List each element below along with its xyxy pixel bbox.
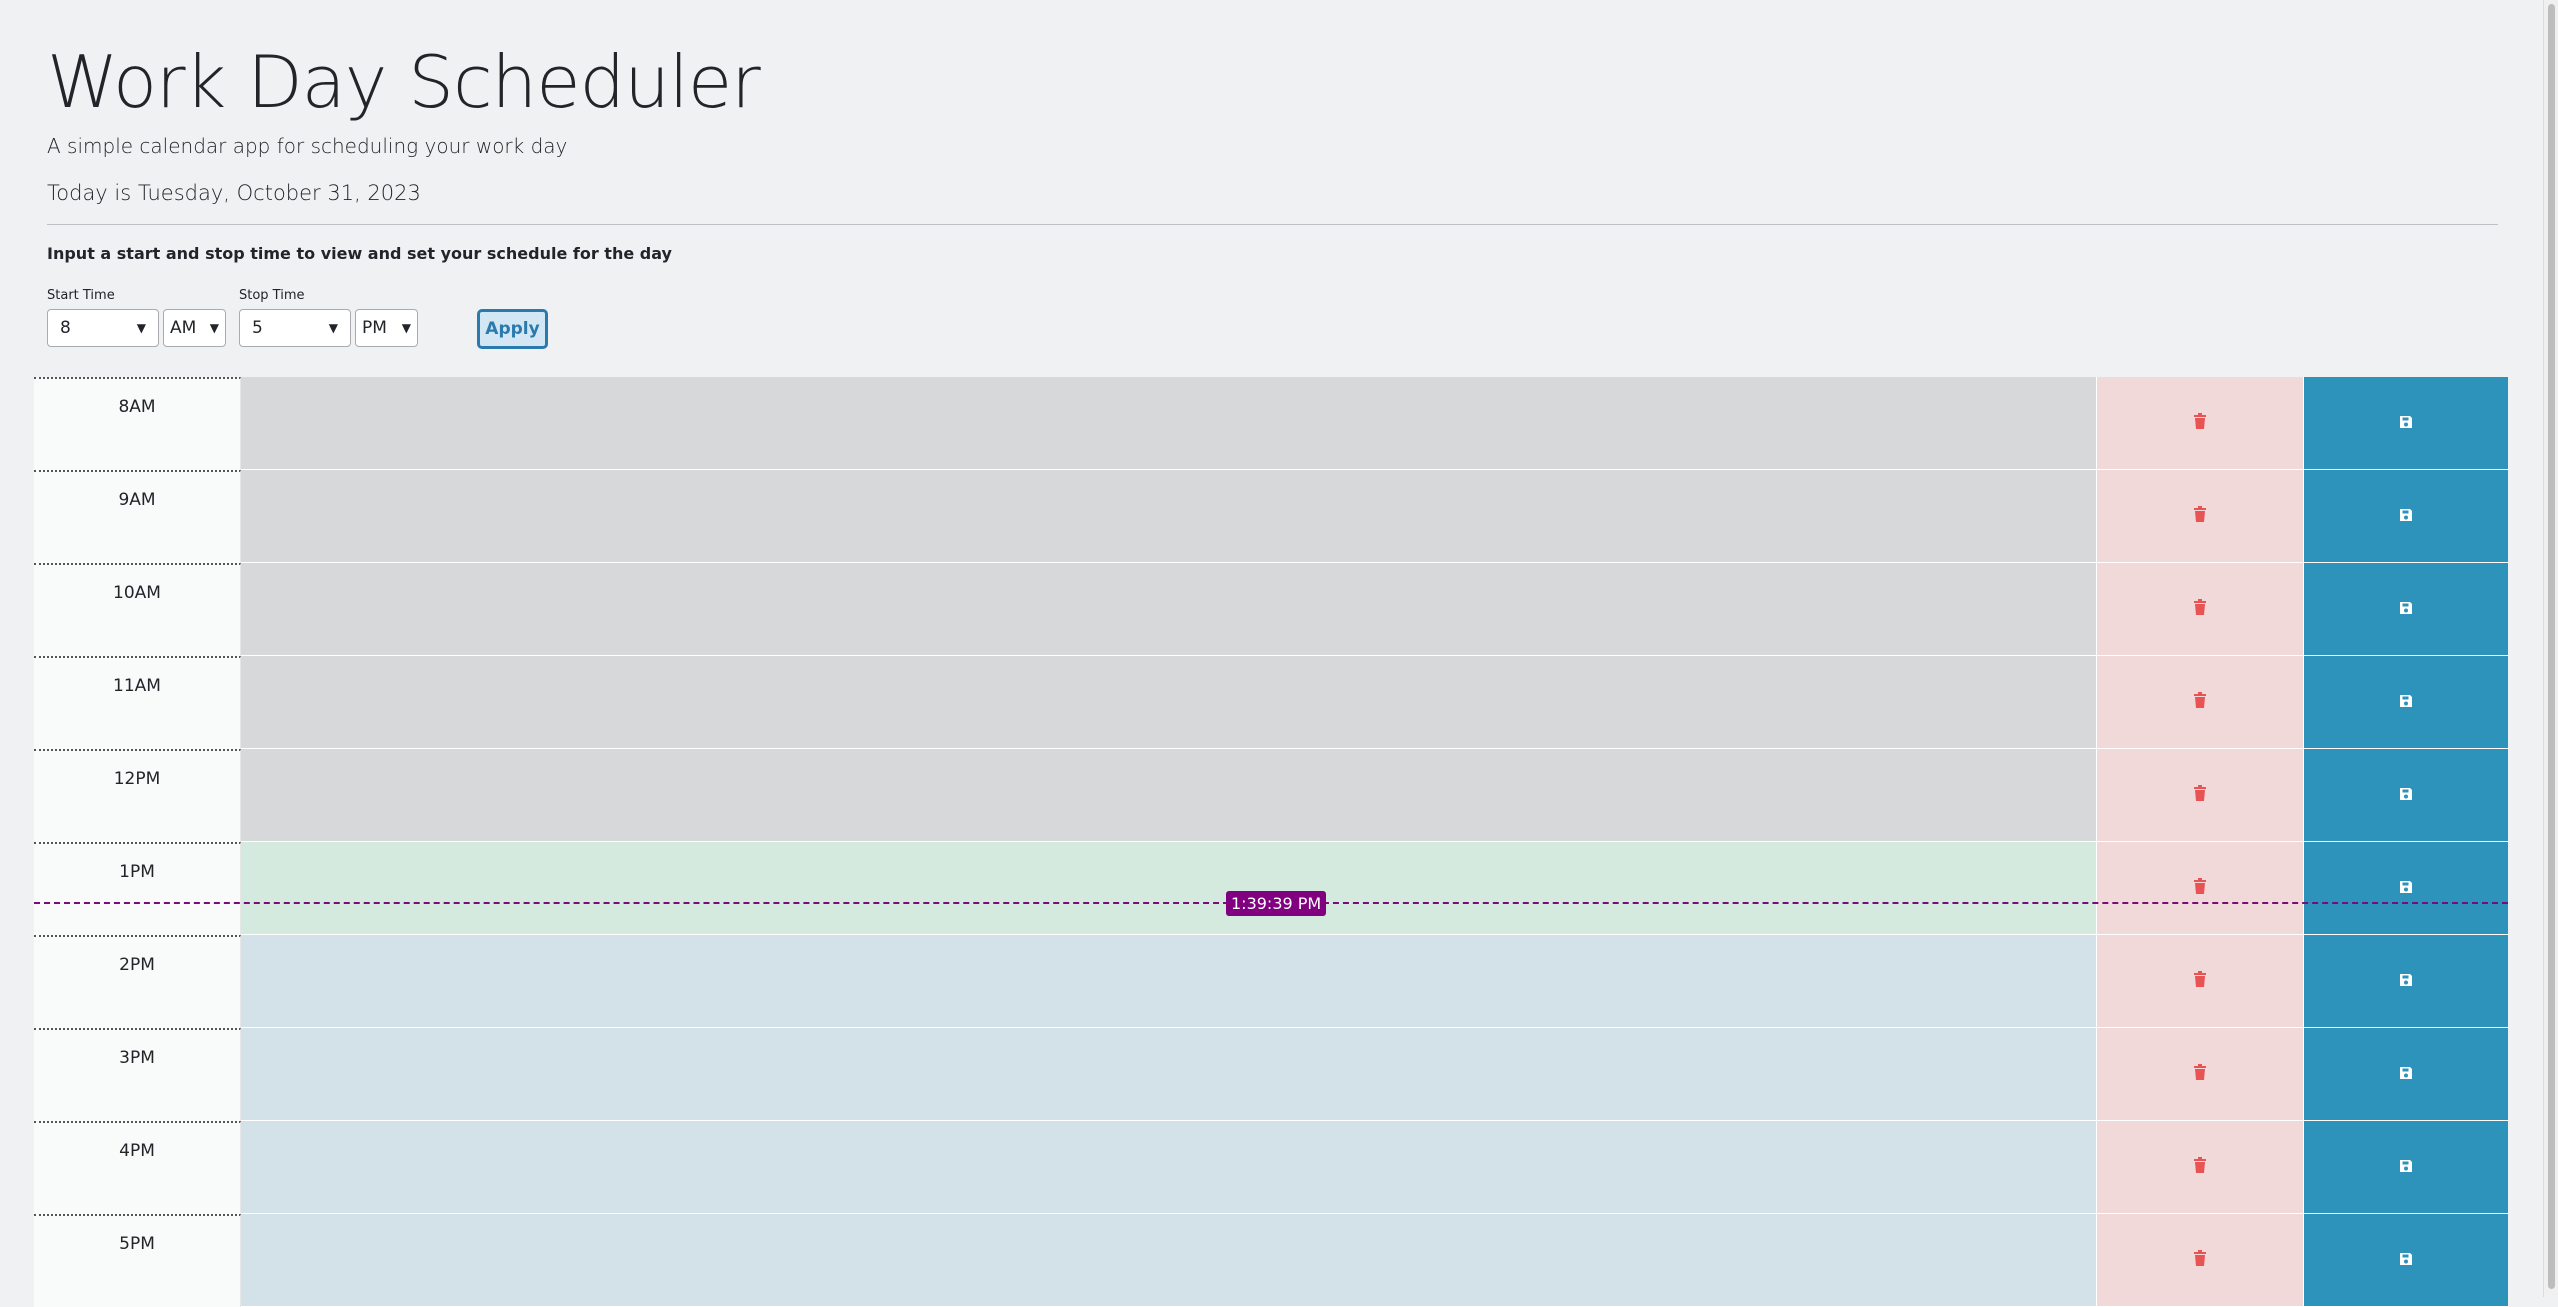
trash-icon (2193, 1064, 2207, 1084)
time-block-row: 1PM (34, 842, 2508, 935)
chevron-down-icon: ▼ (209, 321, 219, 335)
apply-button[interactable]: Apply (477, 309, 548, 349)
event-textarea[interactable] (241, 1028, 2096, 1121)
save-button[interactable] (2303, 470, 2508, 563)
trash-icon (2193, 1157, 2207, 1177)
hour-label: 1PM (34, 842, 241, 935)
delete-button[interactable] (2096, 563, 2303, 656)
hour-label: 3PM (34, 1028, 241, 1121)
delete-button[interactable] (2096, 935, 2303, 1028)
floppy-disk-icon (2399, 972, 2413, 991)
save-button[interactable] (2303, 1214, 2508, 1307)
floppy-disk-icon (2399, 1065, 2413, 1084)
scrollbar-thumb[interactable] (2548, 4, 2555, 1289)
event-textarea[interactable] (241, 842, 2096, 935)
hour-label: 5PM (34, 1214, 241, 1307)
page-subtitle: A simple calendar app for scheduling you… (47, 134, 568, 158)
hour-label: 8AM (34, 377, 241, 470)
stop-ampm-value: PM (362, 318, 387, 338)
event-textarea[interactable] (241, 1121, 2096, 1214)
stop-hour-value: 5 (252, 318, 263, 338)
event-textarea[interactable] (241, 1214, 2096, 1307)
hour-label: 9AM (34, 470, 241, 563)
stop-time-label: Stop Time (239, 288, 305, 303)
save-button[interactable] (2303, 377, 2508, 470)
floppy-disk-icon (2399, 414, 2413, 433)
hour-label: 12PM (34, 749, 241, 842)
delete-button[interactable] (2096, 470, 2303, 563)
delete-button[interactable] (2096, 1121, 2303, 1214)
time-block-row: 11AM (34, 656, 2508, 749)
delete-button[interactable] (2096, 1214, 2303, 1307)
delete-button[interactable] (2096, 842, 2303, 935)
start-time-label: Start Time (47, 288, 115, 303)
floppy-disk-icon (2399, 1158, 2413, 1177)
scrollbar[interactable] (2543, 0, 2558, 1297)
instructions-text: Input a start and stop time to view and … (47, 244, 672, 263)
current-date: Today is Tuesday, October 31, 2023 (47, 181, 421, 205)
event-textarea[interactable] (241, 563, 2096, 656)
current-time-badge: 1:39:39 PM (1226, 891, 1327, 916)
schedule-grid: 8AM 9AM 10AM 11AM 12PM 1PM 2PM 3PM 4PM 5PM (34, 377, 2508, 1307)
hour-label: 2PM (34, 935, 241, 1028)
time-block-row: 9AM (34, 470, 2508, 563)
start-hour-select[interactable]: 8 ▼ (47, 309, 159, 347)
delete-button[interactable] (2096, 749, 2303, 842)
start-ampm-value: AM (170, 318, 197, 338)
event-textarea[interactable] (241, 656, 2096, 749)
event-textarea[interactable] (241, 377, 2096, 470)
time-block-row: 5PM (34, 1214, 2508, 1307)
time-block-row: 2PM (34, 935, 2508, 1028)
divider (47, 224, 2498, 225)
hour-label: 4PM (34, 1121, 241, 1214)
save-button[interactable] (2303, 1121, 2508, 1214)
start-hour-value: 8 (60, 318, 71, 338)
chevron-down-icon: ▼ (136, 321, 146, 335)
trash-icon (2193, 413, 2207, 433)
time-block-row: 8AM (34, 377, 2508, 470)
time-block-row: 12PM (34, 749, 2508, 842)
save-button[interactable] (2303, 563, 2508, 656)
time-block-row: 10AM (34, 563, 2508, 656)
floppy-disk-icon (2399, 507, 2413, 526)
floppy-disk-icon (2399, 1251, 2413, 1270)
event-textarea[interactable] (241, 470, 2096, 563)
trash-icon (2193, 506, 2207, 526)
trash-icon (2193, 599, 2207, 619)
trash-icon (2193, 785, 2207, 805)
floppy-disk-icon (2399, 879, 2413, 898)
floppy-disk-icon (2399, 600, 2413, 619)
time-block-row: 3PM (34, 1028, 2508, 1121)
trash-icon (2193, 692, 2207, 712)
event-textarea[interactable] (241, 749, 2096, 842)
delete-button[interactable] (2096, 656, 2303, 749)
hour-label: 11AM (34, 656, 241, 749)
save-button[interactable] (2303, 1028, 2508, 1121)
trash-icon (2193, 878, 2207, 898)
save-button[interactable] (2303, 656, 2508, 749)
trash-icon (2193, 1250, 2207, 1270)
stop-ampm-select[interactable]: PM ▼ (355, 309, 418, 347)
time-block-row: 4PM (34, 1121, 2508, 1214)
save-button[interactable] (2303, 749, 2508, 842)
delete-button[interactable] (2096, 1028, 2303, 1121)
hour-label: 10AM (34, 563, 241, 656)
floppy-disk-icon (2399, 693, 2413, 712)
page-title: Work Day Scheduler (47, 40, 761, 124)
event-textarea[interactable] (241, 935, 2096, 1028)
chevron-down-icon: ▼ (328, 321, 338, 335)
stop-hour-select[interactable]: 5 ▼ (239, 309, 351, 347)
save-button[interactable] (2303, 842, 2508, 935)
floppy-disk-icon (2399, 786, 2413, 805)
delete-button[interactable] (2096, 377, 2303, 470)
save-button[interactable] (2303, 935, 2508, 1028)
chevron-down-icon: ▼ (401, 321, 411, 335)
start-ampm-select[interactable]: AM ▼ (163, 309, 226, 347)
trash-icon (2193, 971, 2207, 991)
